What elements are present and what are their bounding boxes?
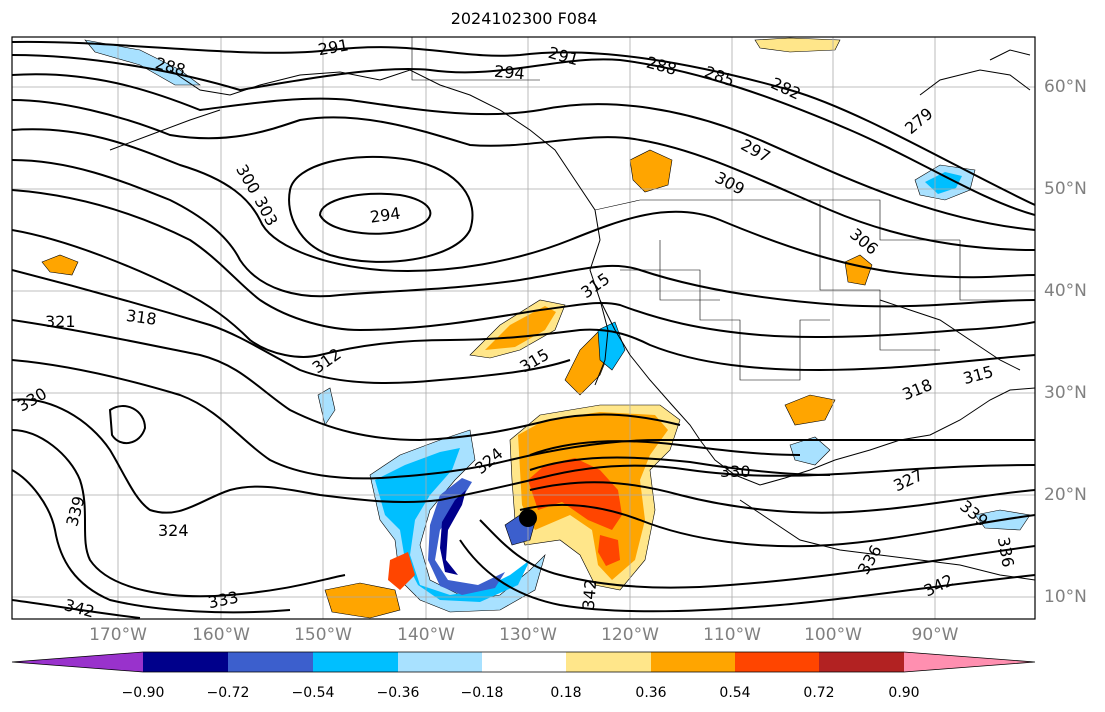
lat-label: 50°N (1044, 179, 1087, 199)
chart-title: 2024102300 F084 (450, 9, 598, 28)
positive-anomaly-sw (324, 582, 401, 619)
lon-label: 100°W (804, 625, 862, 645)
positive-anomaly-pacific-west (41, 254, 79, 276)
lat-label: 40°N (1044, 281, 1087, 301)
contour-label: 294 (369, 204, 402, 227)
contour-label: 324 (158, 521, 189, 540)
lon-label: 150°W (294, 625, 352, 645)
lon-label: 170°W (89, 625, 147, 645)
colorbar-segment (651, 652, 735, 672)
lat-label: 30°N (1044, 383, 1087, 403)
colorbar-segment (735, 652, 819, 672)
storm-center-marker (519, 509, 537, 527)
contour-label: 291 (317, 35, 350, 59)
lon-label: 160°W (192, 625, 250, 645)
negative-anomaly-tropical-core (440, 490, 466, 575)
lon-label: 130°W (499, 625, 557, 645)
positive-anomaly-great-plains (844, 254, 873, 286)
colorbar (11, 651, 1036, 673)
colorbar-tick-label: −0.90 (121, 685, 165, 701)
colorbar-segment (313, 652, 398, 672)
contour-label: 321 (45, 312, 76, 331)
coastlines (109, 49, 1035, 581)
lon-label: 120°W (601, 625, 659, 645)
political-boundaries (411, 37, 1035, 381)
positive-anomaly-arctic (754, 37, 841, 53)
colorbar-tick-label: 0.18 (550, 685, 582, 701)
contours (12, 40, 1035, 619)
positive-anomaly-core-2 (598, 535, 620, 566)
colorbar-segment (398, 652, 482, 672)
negative-anomaly-hudson-core (925, 172, 962, 194)
lon-label: 140°W (397, 625, 455, 645)
lat-label: 20°N (1044, 485, 1087, 505)
contour-label: 318 (125, 306, 158, 329)
lat-label: 60°N (1044, 77, 1087, 97)
colorbar-tick-label: −0.54 (291, 685, 335, 701)
negative-anomaly-tropical-strong (428, 478, 505, 595)
lon-label: 110°W (703, 625, 761, 645)
contour-label: 342 (579, 578, 601, 610)
colorbar-segment (143, 652, 228, 672)
colorbar-tick-label: 0.36 (635, 685, 667, 701)
colorbar-extend-high (904, 652, 1035, 672)
contour-label: 342 (62, 595, 96, 621)
colorbar-segment (819, 652, 904, 672)
graticule (12, 37, 1035, 619)
colorbar-segment (482, 652, 566, 672)
positive-anomaly-gulf (784, 394, 836, 426)
negative-anomaly-gulf-east (789, 436, 831, 466)
colorbar-tick-label: 0.72 (803, 685, 835, 701)
contour-label: 294 (493, 62, 525, 84)
colorbar-tick-label: −0.72 (206, 685, 250, 701)
colorbar-tick-label: −0.36 (376, 685, 420, 701)
colorbar-outline (11, 651, 1036, 673)
contour-label: 330 (720, 462, 751, 481)
positive-anomaly-alberta (629, 149, 673, 193)
colorbar-tick-label: −0.18 (460, 685, 504, 701)
colorbar-tick-label: 0.54 (719, 685, 751, 701)
colorbar-segment (228, 652, 313, 672)
lon-label: 90°W (911, 625, 959, 645)
colorbar-segment (566, 652, 651, 672)
negative-anomaly-tropical-mid (375, 448, 530, 602)
colorbar-tick-label: 0.90 (888, 685, 920, 701)
map-frame (11, 36, 1036, 620)
colorbar-extend-low (12, 652, 143, 672)
positive-anomaly-sw2 (388, 552, 415, 590)
lat-label: 10°N (1044, 587, 1087, 607)
